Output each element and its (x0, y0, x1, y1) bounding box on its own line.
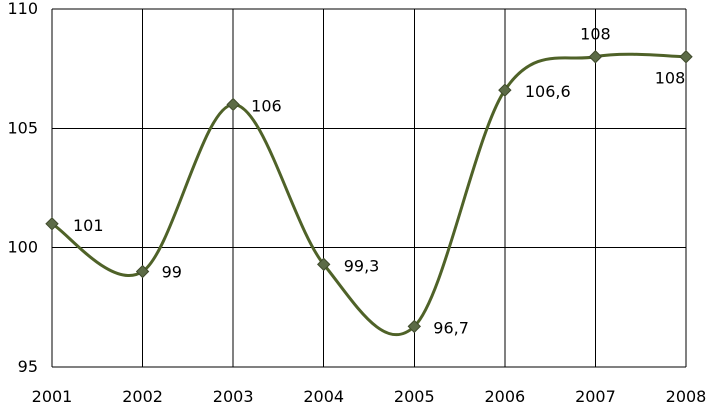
axis-layer (51, 9, 686, 368)
x-tick-label: 2008 (666, 387, 707, 406)
data-label: 108 (655, 69, 686, 88)
series-layer (50, 52, 688, 336)
grid-layer (52, 8, 687, 367)
y-tick-label: 105 (7, 118, 38, 137)
tick-layer: 95 100 105 110 2001 2002 2003 2004 2005 2006 2007 2… (7, 0, 706, 406)
x-tick-label: 2001 (32, 387, 73, 406)
data-label: 106 (251, 96, 282, 115)
label-layer: 101 99 106 99,3 96,7 106,6 108 108 (73, 25, 685, 338)
data-label: 96,7 (433, 318, 469, 337)
data-label: 99,3 (344, 256, 380, 275)
y-tick-label: 95 (18, 357, 38, 376)
marker-layer (45, 50, 693, 334)
data-point-marker (679, 50, 693, 64)
data-point-marker (45, 217, 59, 231)
x-tick-label: 2006 (484, 387, 525, 406)
data-point-marker (407, 319, 421, 334)
data-point-marker (498, 83, 512, 97)
x-tick-label: 2004 (303, 387, 344, 406)
data-label: 108 (580, 25, 611, 44)
data-label: 99 (162, 263, 182, 282)
data-point-marker (226, 97, 240, 112)
x-tick-label: 2002 (122, 387, 163, 406)
data-point-marker (317, 257, 331, 272)
data-label: 101 (73, 216, 104, 235)
y-tick-label: 110 (7, 0, 38, 18)
x-tick-label: 2007 (575, 387, 616, 406)
data-label: 106,6 (525, 82, 571, 101)
y-tick-label: 100 (7, 238, 38, 257)
series-line (50, 52, 688, 336)
data-point-marker (588, 50, 603, 64)
x-tick-label: 2005 (394, 387, 435, 406)
data-point-marker (135, 264, 150, 279)
x-tick-label: 2003 (213, 387, 254, 406)
